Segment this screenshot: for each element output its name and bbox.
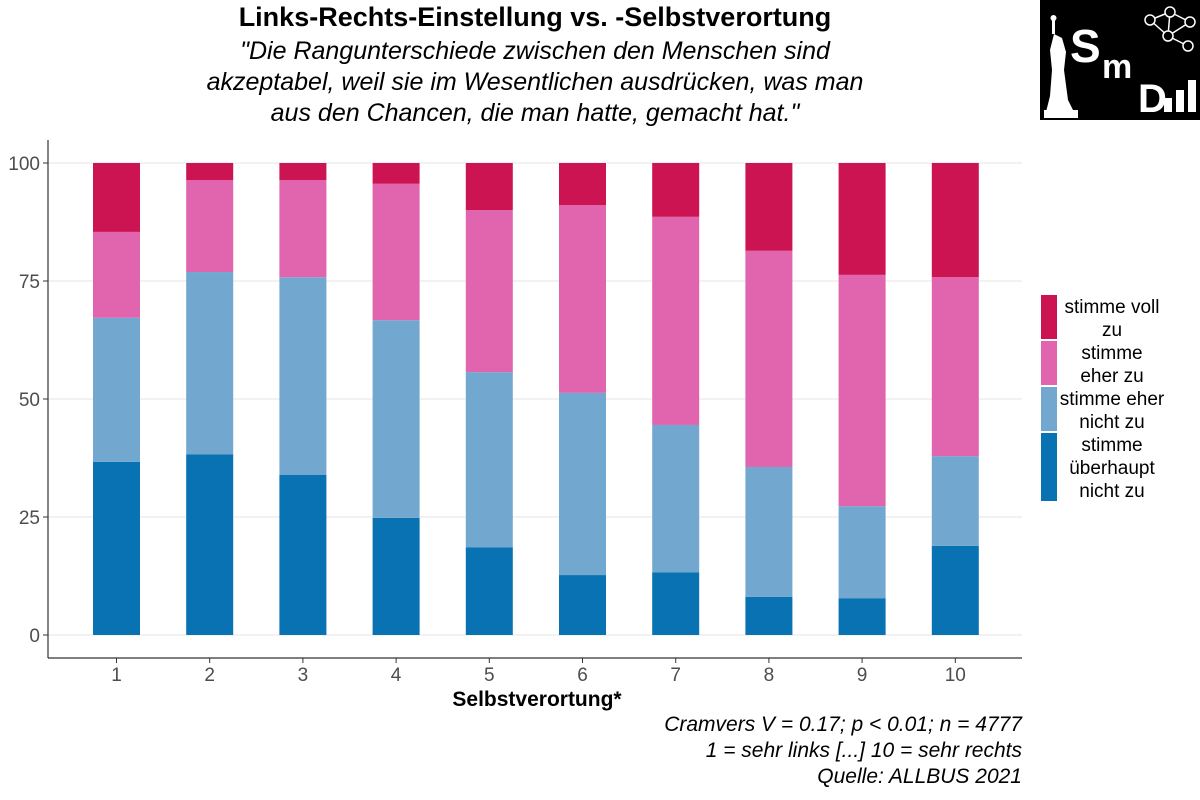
- smd-logo: S m D: [1040, 0, 1200, 121]
- x-tick-label: 4: [391, 665, 402, 686]
- legend-label: stimme: [1081, 435, 1142, 456]
- y-tick-label: 50: [19, 390, 40, 411]
- legend-key: [1041, 295, 1057, 339]
- legend-key: [1041, 387, 1057, 431]
- caption-line: 1 = sehr links [...] 10 = sehr rechts: [705, 739, 1022, 762]
- bar-segment: [559, 163, 606, 206]
- x-axis-label: Selbstverortung*: [452, 688, 622, 711]
- bar-segment: [186, 163, 234, 180]
- bar-segment: [838, 506, 886, 599]
- caption-line: Cramvers V = 0.17; p < 0.01; n = 4777: [664, 713, 1022, 736]
- legend-label: nicht zu: [1079, 481, 1144, 502]
- bar-segment: [931, 277, 979, 457]
- y-tick-label: 75: [19, 272, 40, 293]
- bar-segment: [372, 320, 420, 518]
- legend-label: stimme: [1081, 343, 1142, 364]
- bar-segment: [465, 547, 513, 635]
- y-tick-label: 0: [29, 626, 40, 647]
- x-tick-label: 2: [204, 665, 215, 686]
- logo-d: D: [1138, 77, 1167, 120]
- bar-segment: [931, 545, 979, 635]
- bar-segment: [372, 183, 420, 321]
- y-tick-label: 100: [8, 154, 40, 175]
- bar-segment: [93, 231, 140, 318]
- bar-segment: [745, 250, 793, 467]
- legend-label: stimme voll: [1064, 297, 1159, 318]
- x-tick-label: 10: [945, 665, 966, 686]
- bar-segment: [465, 210, 513, 373]
- bar-segment: [279, 474, 327, 635]
- bar-segment: [931, 163, 979, 278]
- x-tick-label: 1: [111, 665, 122, 686]
- bar-segment: [559, 392, 606, 576]
- bar-segment: [186, 179, 234, 273]
- x-tick-label: 5: [484, 665, 495, 686]
- bar-segment: [186, 454, 234, 635]
- bar-segment: [465, 163, 513, 211]
- legend-label: nicht zu: [1079, 412, 1144, 433]
- x-tick-label: 3: [298, 665, 309, 686]
- bar-segment: [279, 179, 327, 278]
- x-tick-label: 7: [670, 665, 681, 686]
- bar-segment: [279, 277, 327, 475]
- caption-line: Quelle: ALLBUS 2021: [817, 765, 1022, 788]
- network-icon: [1144, 6, 1196, 52]
- subtitle-line: "Die Rangunterschiede zwischen den Mensc…: [240, 37, 830, 65]
- legend-label: stimme eher: [1060, 389, 1165, 410]
- bar-segment: [559, 575, 606, 635]
- legend-key: [1041, 341, 1057, 385]
- legend-key: [1041, 433, 1057, 501]
- bar-segment: [838, 163, 886, 275]
- bar-segment: [931, 456, 979, 546]
- bar-segment: [559, 205, 606, 393]
- subtitle-line: aus den Chancen, die man hatte, gemacht …: [270, 99, 800, 127]
- bar-segment: [745, 163, 793, 251]
- chart-subtitle: "Die Rangunterschiede zwischen den Mensc…: [0, 36, 1070, 129]
- bars: [93, 163, 979, 635]
- bar-segment: [838, 598, 886, 635]
- logo-m: m: [1102, 48, 1132, 86]
- x-tick-label: 8: [764, 665, 775, 686]
- logo-graphic: S m D: [1044, 6, 1196, 121]
- bar-segment: [372, 517, 420, 635]
- subtitle-line: akzeptabel, weil sie im Wesentlichen aus…: [206, 68, 864, 96]
- chart-caption: Cramvers V = 0.17; p < 0.01; n = 4777 1 …: [664, 712, 1022, 790]
- bar-segment: [372, 163, 420, 184]
- legend-label: zu: [1102, 320, 1122, 341]
- bar-segment: [745, 596, 793, 635]
- bar-segment: [838, 274, 886, 507]
- legend-label: eher zu: [1080, 366, 1143, 387]
- axes: 0 25 50 75 100 1 2 3 4 5 6 7 8 9 10 Selbstverortung*: [8, 140, 1022, 711]
- bar-segment: [652, 163, 700, 217]
- bar-segment: [652, 424, 700, 573]
- legend-label: überhaupt: [1069, 458, 1155, 479]
- bar-segment: [186, 272, 234, 455]
- bar-segment: [652, 572, 700, 635]
- bar-segment: [279, 163, 327, 180]
- y-tick-label: 25: [19, 508, 40, 529]
- logo-s: S: [1070, 20, 1101, 72]
- statue-of-liberty-icon: [1044, 15, 1078, 118]
- bar-segment: [93, 461, 140, 635]
- x-tick-label: 9: [857, 665, 868, 686]
- bar-chart-icon: [1164, 80, 1196, 112]
- bar-segment: [93, 317, 140, 462]
- chart-title: Links-Rechts-Einstellung vs. -Selbstvero…: [238, 2, 832, 32]
- bar-segment: [93, 163, 140, 232]
- x-tick-label: 6: [577, 665, 588, 686]
- bar-segment: [465, 372, 513, 548]
- bar-segment: [652, 216, 700, 425]
- bar-segment: [745, 466, 793, 597]
